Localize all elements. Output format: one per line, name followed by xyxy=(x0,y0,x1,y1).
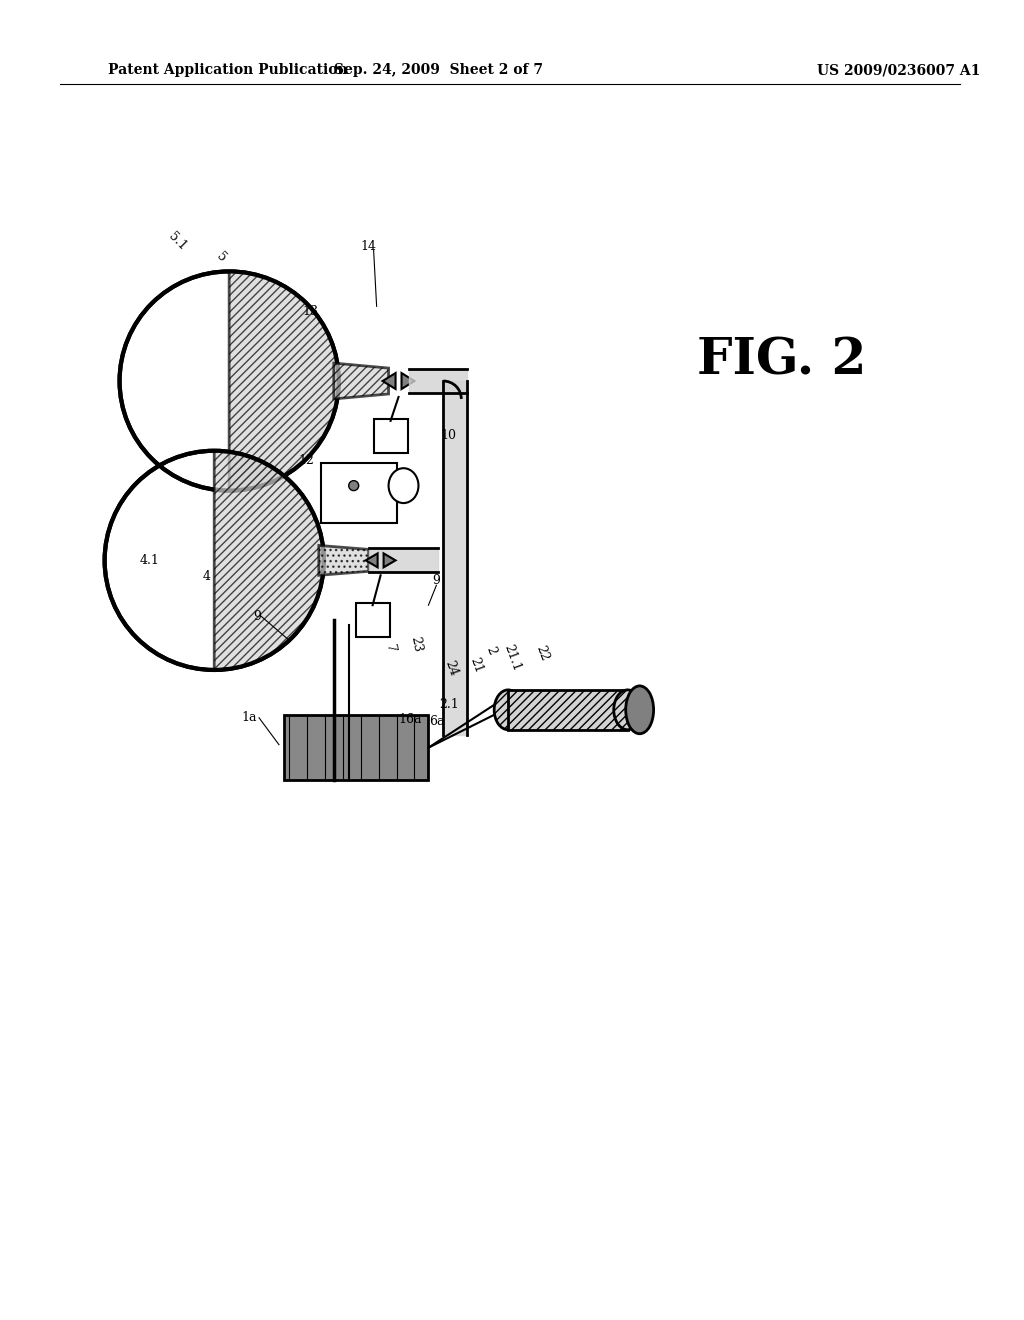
Text: 5: 5 xyxy=(214,249,228,265)
Text: Patent Application Publication: Patent Application Publication xyxy=(108,63,347,77)
Bar xyxy=(508,690,628,730)
Text: 6a: 6a xyxy=(429,715,444,729)
Polygon shape xyxy=(401,374,415,389)
Text: 2.1: 2.1 xyxy=(439,698,459,711)
Text: 14: 14 xyxy=(360,240,377,253)
Text: 1a: 1a xyxy=(242,711,257,725)
Text: 21: 21 xyxy=(467,655,485,675)
Text: 9: 9 xyxy=(432,574,440,587)
Text: 4: 4 xyxy=(203,570,210,583)
Polygon shape xyxy=(383,374,395,389)
Ellipse shape xyxy=(613,690,642,730)
Text: 12: 12 xyxy=(298,454,313,467)
FancyBboxPatch shape xyxy=(374,418,408,453)
Text: 13: 13 xyxy=(303,305,318,318)
Text: 5.1: 5.1 xyxy=(166,230,189,253)
FancyBboxPatch shape xyxy=(355,603,389,638)
FancyBboxPatch shape xyxy=(321,463,396,524)
Polygon shape xyxy=(384,553,395,568)
Ellipse shape xyxy=(495,690,522,730)
Ellipse shape xyxy=(626,686,653,734)
Text: Sep. 24, 2009  Sheet 2 of 7: Sep. 24, 2009 Sheet 2 of 7 xyxy=(334,63,543,77)
Text: 21.1: 21.1 xyxy=(502,643,523,673)
Polygon shape xyxy=(318,545,369,576)
Text: 24: 24 xyxy=(442,659,460,677)
Wedge shape xyxy=(229,272,339,491)
Text: 2: 2 xyxy=(483,644,499,656)
Text: 4.1: 4.1 xyxy=(139,554,160,566)
Circle shape xyxy=(349,480,358,491)
Ellipse shape xyxy=(388,469,419,503)
Bar xyxy=(284,715,428,780)
Text: US 2009/0236007 A1: US 2009/0236007 A1 xyxy=(817,63,980,77)
Text: 23: 23 xyxy=(409,635,424,653)
Text: 16a: 16a xyxy=(398,713,422,726)
Text: 9: 9 xyxy=(253,610,261,623)
Polygon shape xyxy=(366,553,378,568)
Wedge shape xyxy=(214,450,324,671)
Text: 7: 7 xyxy=(383,643,397,653)
Text: 10: 10 xyxy=(440,429,457,442)
Polygon shape xyxy=(334,363,388,399)
Text: 22: 22 xyxy=(534,643,551,663)
Text: FIG. 2: FIG. 2 xyxy=(697,337,867,385)
